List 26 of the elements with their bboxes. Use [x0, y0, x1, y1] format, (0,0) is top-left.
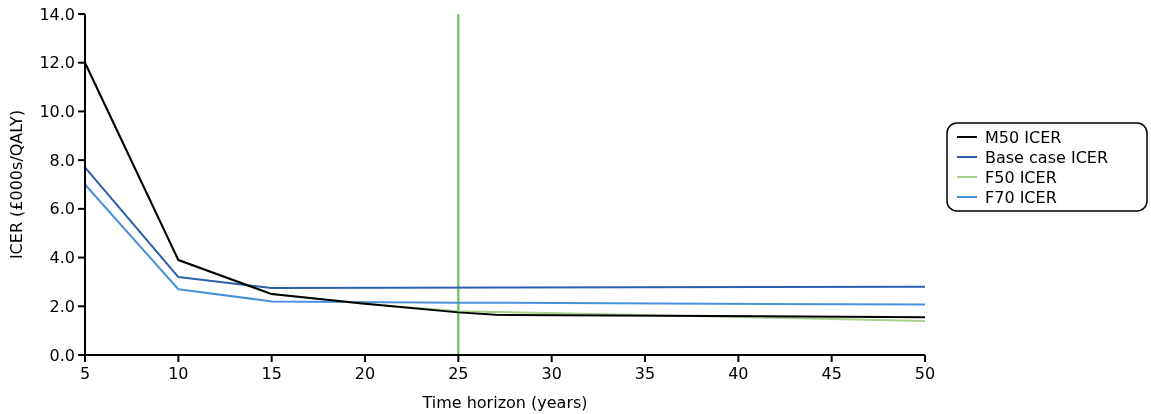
legend-label: F50 ICER [985, 167, 1057, 187]
x-tick-label: 45 [821, 364, 842, 383]
line-series [84, 183, 926, 306]
x-tick-label: 20 [354, 364, 376, 383]
legend-label: F70 ICER [985, 187, 1057, 207]
y-tick-label: 14.0 [39, 4, 75, 24]
y-tick-label: 6.0 [49, 199, 75, 219]
line-series [84, 166, 926, 290]
y-tick-label: 4.0 [49, 248, 75, 268]
y-tick-label: 12.0 [39, 53, 75, 73]
y-tick-label: 10.0 [39, 102, 75, 122]
x-tick-label: 50 [914, 364, 936, 383]
y-axis-title: ICER (£000s/QALY) [7, 109, 26, 260]
x-tick-label: 5 [79, 364, 91, 383]
x-tick-label: 30 [541, 364, 562, 383]
x-tick-label: 35 [634, 364, 656, 383]
y-tick-label: 0.0 [49, 345, 75, 365]
legend-label: Base case ICER [985, 147, 1109, 167]
x-axis-title: Time horizon (years) [421, 393, 588, 412]
x-tick-label: 15 [261, 364, 282, 383]
y-tick-label: 8.0 [49, 150, 75, 170]
y-tick-label: 2.0 [49, 296, 75, 316]
legend-label: M50 ICER [985, 127, 1062, 147]
x-tick-label: 10 [168, 364, 189, 383]
x-tick-label: 40 [728, 364, 749, 383]
x-tick-label: 25 [448, 364, 469, 383]
